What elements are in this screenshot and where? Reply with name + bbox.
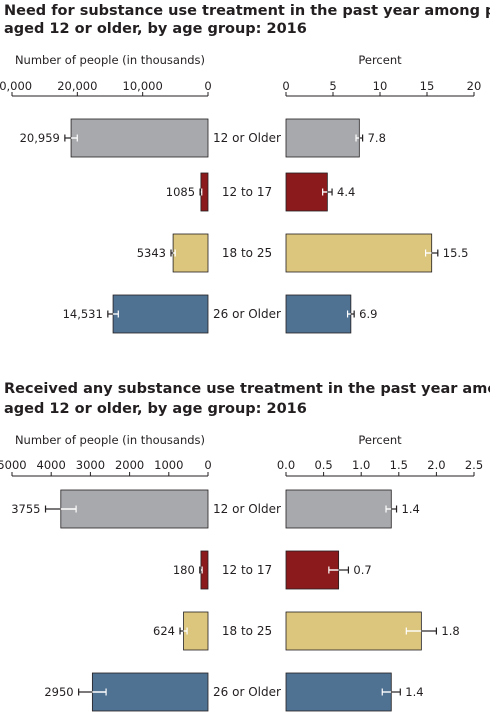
left-value-label: 2950 [44,685,73,699]
left-value-label: 180 [173,563,195,577]
right-tick-label: 1.5 [390,458,408,472]
category-label: 18 to 25 [222,246,272,260]
chart-title-line: aged 12 or older, by age group: 2016 [4,21,307,37]
left-tick-label: 4000 [37,458,66,472]
left-value-label: 1085 [166,185,195,199]
category-label: 26 or Older [213,685,281,699]
left-bar [112,294,209,334]
category-label: 12 to 17 [222,185,272,199]
right-tick-label: 10 [373,79,388,93]
right-tick-label: 5 [329,79,336,93]
left-tick-label: 0 [204,458,211,472]
left-bar [60,489,209,529]
left-bar [172,233,209,273]
category-label: 26 or Older [213,307,281,321]
right-tick-label: 1.0 [352,458,370,472]
right-value-label: 0.7 [353,563,371,577]
left-value-label: 5343 [137,246,166,260]
right-tick-label: 0 [282,79,289,93]
left-tick-label: 30,000 [0,79,32,93]
right-bar [285,233,433,273]
right-value-label: 6.9 [359,307,377,321]
right-value-label: 4.4 [337,185,355,199]
chart-title-line: Received any substance use treatment in … [4,381,490,397]
right-tick-label: 15 [420,79,435,93]
right-tick-label: 0.0 [277,458,295,472]
left-value-label: 3755 [11,502,40,516]
category-label: 18 to 25 [222,624,272,638]
left-tick-label: 2000 [115,458,144,472]
category-label: 12 or Older [213,502,281,516]
right-value-label: 1.8 [441,624,459,638]
chart-2: Received any substance use treatment in … [0,381,490,712]
chart-title-line: aged 12 or older, by age group: 2016 [4,401,307,417]
right-tick-label: 2.0 [427,458,445,472]
left-axis-title: Number of people (in thousands) [15,433,205,447]
right-bar [285,294,352,334]
left-value-label: 20,959 [20,131,60,145]
category-label: 12 to 17 [222,563,272,577]
category-label: 12 or Older [213,131,281,145]
left-bar [70,118,209,158]
left-tick-label: 5000 [0,458,27,472]
left-tick-label: 10,000 [123,79,163,93]
left-axis-title: Number of people (in thousands) [15,53,205,67]
right-tick-label: 2.5 [465,458,483,472]
left-value-label: 14,531 [63,307,103,321]
left-tick-label: 0 [204,79,211,93]
right-value-label: 1.4 [405,685,423,699]
right-bar [285,172,328,212]
right-bar [285,611,422,651]
left-bar [91,672,209,712]
right-value-label: 7.8 [368,131,386,145]
right-bar [285,118,360,158]
right-axis-title: Percent [358,53,402,67]
right-tick-label: 20 [467,79,482,93]
right-axis-title: Percent [358,433,402,447]
left-tick-label: 3000 [76,458,105,472]
chart-1: Need for substance use treatment in the … [0,3,490,334]
left-tick-label: 1000 [154,458,183,472]
left-tick-label: 20,000 [57,79,97,93]
right-bar [285,489,392,529]
right-value-label: 15.5 [443,246,469,260]
chart-title-line: Need for substance use treatment in the … [4,3,490,19]
right-tick-label: 0.5 [314,458,332,472]
right-bar [285,672,392,712]
right-value-label: 1.4 [402,502,420,516]
left-value-label: 624 [153,624,175,638]
